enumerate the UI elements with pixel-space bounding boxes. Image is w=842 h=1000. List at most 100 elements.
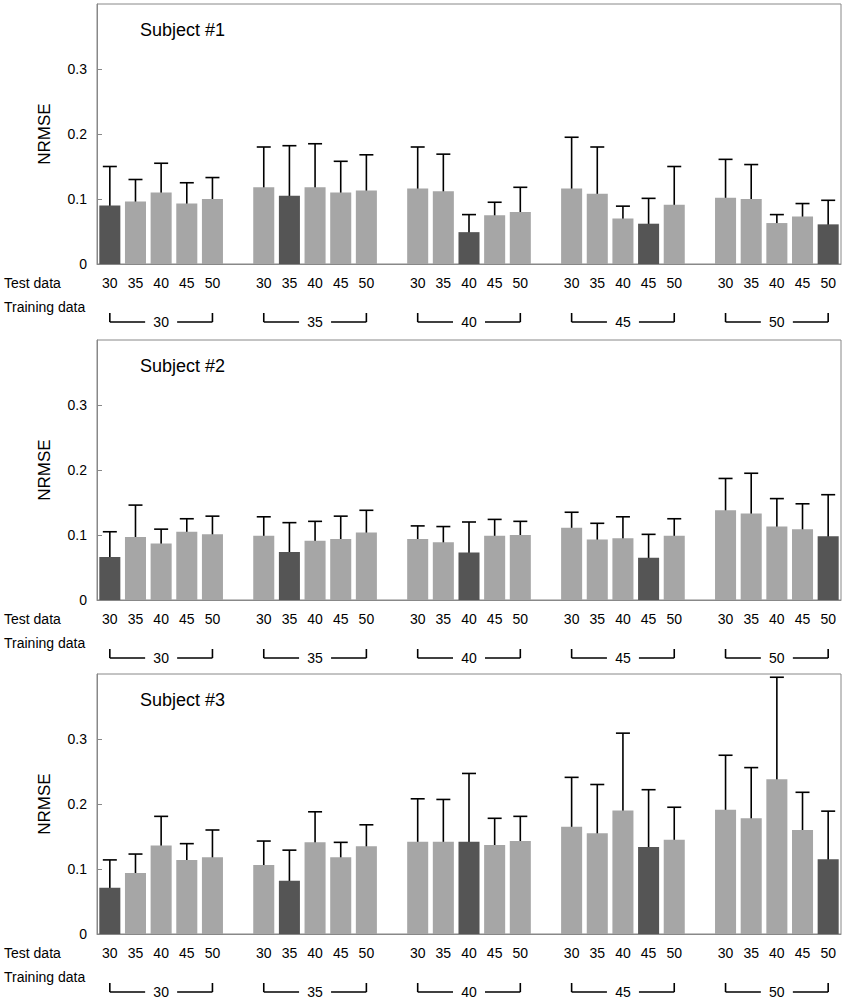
svg-text:30: 30 bbox=[564, 275, 580, 291]
svg-text:30: 30 bbox=[410, 611, 426, 627]
svg-text:30: 30 bbox=[256, 611, 272, 627]
svg-text:Test data: Test data bbox=[4, 945, 61, 961]
svg-text:45: 45 bbox=[795, 945, 811, 961]
svg-text:30: 30 bbox=[256, 945, 272, 961]
svg-text:50: 50 bbox=[666, 611, 682, 627]
svg-text:35: 35 bbox=[282, 611, 298, 627]
svg-text:40: 40 bbox=[153, 945, 169, 961]
svg-text:50: 50 bbox=[666, 945, 682, 961]
svg-text:0.3: 0.3 bbox=[68, 731, 88, 747]
svg-text:50: 50 bbox=[820, 945, 836, 961]
svg-text:45: 45 bbox=[179, 275, 195, 291]
svg-text:45: 45 bbox=[795, 611, 811, 627]
svg-text:50: 50 bbox=[205, 611, 221, 627]
svg-text:Subject #3: Subject #3 bbox=[140, 690, 225, 710]
svg-text:45: 45 bbox=[333, 611, 349, 627]
svg-text:0: 0 bbox=[79, 256, 87, 272]
svg-text:30: 30 bbox=[102, 945, 118, 961]
svg-text:35: 35 bbox=[436, 611, 452, 627]
svg-text:40: 40 bbox=[307, 275, 323, 291]
svg-text:50: 50 bbox=[205, 945, 221, 961]
svg-text:40: 40 bbox=[461, 945, 477, 961]
svg-text:35: 35 bbox=[307, 650, 323, 666]
svg-text:40: 40 bbox=[461, 275, 477, 291]
svg-text:45: 45 bbox=[641, 611, 657, 627]
svg-text:45: 45 bbox=[641, 945, 657, 961]
svg-text:0: 0 bbox=[79, 592, 87, 608]
svg-text:45: 45 bbox=[333, 945, 349, 961]
svg-text:0.1: 0.1 bbox=[68, 191, 88, 207]
svg-text:30: 30 bbox=[153, 314, 169, 330]
svg-text:50: 50 bbox=[205, 275, 221, 291]
svg-text:35: 35 bbox=[589, 611, 605, 627]
svg-text:0: 0 bbox=[79, 926, 87, 942]
svg-text:50: 50 bbox=[666, 275, 682, 291]
svg-text:40: 40 bbox=[461, 650, 477, 666]
svg-text:35: 35 bbox=[743, 275, 759, 291]
svg-text:40: 40 bbox=[461, 984, 477, 1000]
svg-text:40: 40 bbox=[615, 945, 631, 961]
svg-text:40: 40 bbox=[307, 945, 323, 961]
svg-text:50: 50 bbox=[359, 275, 375, 291]
svg-text:35: 35 bbox=[436, 275, 452, 291]
svg-text:45: 45 bbox=[615, 314, 631, 330]
svg-text:50: 50 bbox=[769, 650, 785, 666]
svg-text:50: 50 bbox=[820, 611, 836, 627]
svg-text:40: 40 bbox=[307, 611, 323, 627]
svg-text:0.1: 0.1 bbox=[68, 861, 88, 877]
svg-text:0.3: 0.3 bbox=[68, 61, 88, 77]
svg-text:35: 35 bbox=[436, 945, 452, 961]
svg-text:40: 40 bbox=[769, 945, 785, 961]
svg-text:0.2: 0.2 bbox=[68, 126, 88, 142]
svg-text:45: 45 bbox=[615, 650, 631, 666]
svg-text:50: 50 bbox=[769, 984, 785, 1000]
svg-text:30: 30 bbox=[256, 275, 272, 291]
svg-text:Test data: Test data bbox=[4, 611, 61, 627]
svg-text:30: 30 bbox=[718, 275, 734, 291]
svg-text:35: 35 bbox=[589, 275, 605, 291]
svg-text:35: 35 bbox=[128, 275, 144, 291]
svg-text:35: 35 bbox=[307, 314, 323, 330]
svg-text:0.3: 0.3 bbox=[68, 397, 88, 413]
svg-text:30: 30 bbox=[564, 611, 580, 627]
svg-text:50: 50 bbox=[769, 314, 785, 330]
svg-text:50: 50 bbox=[513, 611, 529, 627]
svg-text:35: 35 bbox=[307, 984, 323, 1000]
svg-text:50: 50 bbox=[513, 945, 529, 961]
svg-text:45: 45 bbox=[487, 275, 503, 291]
svg-text:30: 30 bbox=[410, 945, 426, 961]
svg-text:0.2: 0.2 bbox=[68, 462, 88, 478]
svg-text:30: 30 bbox=[564, 945, 580, 961]
svg-text:45: 45 bbox=[641, 275, 657, 291]
svg-text:45: 45 bbox=[179, 945, 195, 961]
svg-text:35: 35 bbox=[282, 275, 298, 291]
svg-text:Training data: Training data bbox=[4, 299, 85, 315]
svg-text:40: 40 bbox=[769, 611, 785, 627]
svg-text:35: 35 bbox=[128, 945, 144, 961]
svg-text:45: 45 bbox=[795, 275, 811, 291]
svg-text:35: 35 bbox=[589, 945, 605, 961]
svg-text:NRMSE: NRMSE bbox=[35, 103, 54, 164]
svg-text:50: 50 bbox=[513, 275, 529, 291]
svg-text:45: 45 bbox=[487, 611, 503, 627]
svg-text:30: 30 bbox=[153, 650, 169, 666]
svg-text:35: 35 bbox=[743, 611, 759, 627]
svg-text:30: 30 bbox=[410, 275, 426, 291]
svg-text:45: 45 bbox=[333, 275, 349, 291]
svg-text:50: 50 bbox=[820, 275, 836, 291]
svg-text:35: 35 bbox=[128, 611, 144, 627]
svg-text:45: 45 bbox=[487, 945, 503, 961]
svg-text:40: 40 bbox=[153, 611, 169, 627]
svg-text:30: 30 bbox=[718, 611, 734, 627]
svg-text:40: 40 bbox=[461, 611, 477, 627]
svg-text:45: 45 bbox=[615, 984, 631, 1000]
svg-text:NRMSE: NRMSE bbox=[35, 439, 54, 500]
svg-text:40: 40 bbox=[615, 275, 631, 291]
svg-text:30: 30 bbox=[102, 611, 118, 627]
svg-text:Test data: Test data bbox=[4, 275, 61, 291]
svg-text:Subject #1: Subject #1 bbox=[140, 20, 225, 40]
svg-text:0.1: 0.1 bbox=[68, 527, 88, 543]
svg-text:40: 40 bbox=[769, 275, 785, 291]
svg-text:Training data: Training data bbox=[4, 969, 85, 985]
svg-text:30: 30 bbox=[153, 984, 169, 1000]
